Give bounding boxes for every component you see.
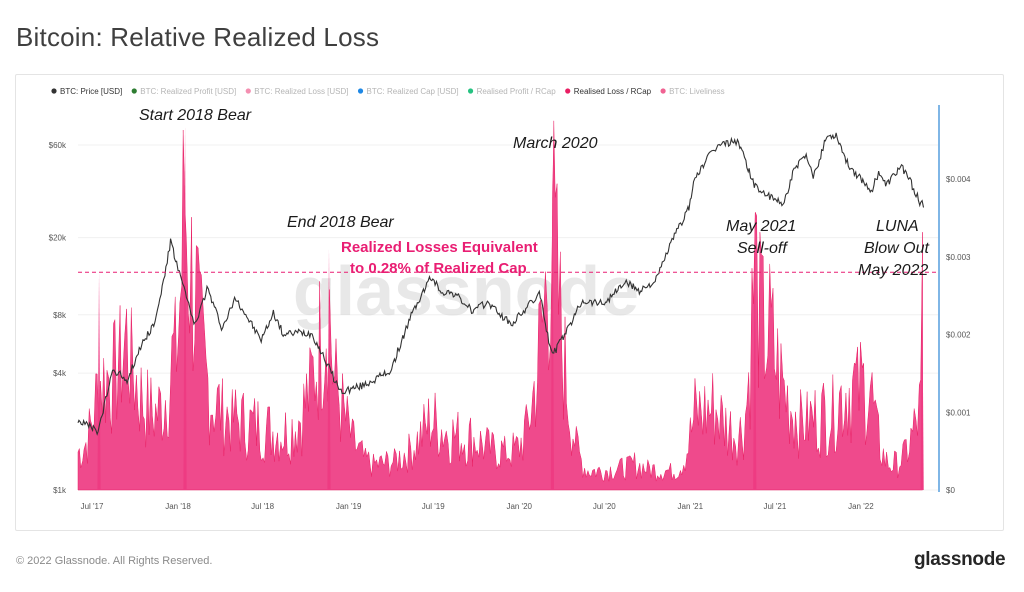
x-axis-tick-label: Jan '18 — [165, 502, 191, 511]
right-axis-tick-label: $0.002 — [946, 331, 971, 340]
left-axis-tick-label: $1k — [53, 486, 67, 495]
left-axis-tick-label: $60k — [49, 141, 67, 150]
x-axis-tick-label: Jul '18 — [251, 502, 274, 511]
loss-area-series — [77, 120, 924, 491]
price-line-series — [77, 132, 925, 436]
legend-dot — [245, 88, 251, 94]
loss-area-path — [77, 120, 923, 491]
footer-copyright: © 2022 Glassnode. All Rights Reserved. — [16, 555, 213, 567]
legend-dot — [660, 88, 666, 94]
legend-dot — [565, 88, 571, 94]
annotation-label: to 0.28% of Realized Cap — [350, 260, 527, 277]
annotation-label: Sell-off — [737, 240, 788, 257]
watermark: glassnode — [293, 252, 639, 330]
legend-item-label: BTC: Liveliness — [669, 87, 725, 96]
right-axis-tick-label: $0.001 — [946, 408, 971, 417]
x-axis-tick-label: Jul '19 — [422, 502, 445, 511]
x-axis-tick-label: Jul '21 — [763, 502, 786, 511]
legend-dot — [357, 88, 364, 94]
legend-item-label: BTC: Realized Profit [USD] — [140, 87, 236, 96]
annotation-label: Blow Out — [864, 240, 929, 257]
x-axis-tick-label: Jan '20 — [506, 502, 532, 511]
legend-dot — [467, 88, 474, 94]
right-axis-tick-label: $0.004 — [946, 175, 971, 184]
left-axis-ticks: $1k $4k $8k $20k $60k — [49, 141, 67, 495]
chart-card: BTC: Price [USD] BTC: Realized Profit [US… — [15, 74, 1004, 531]
annotation-label: May 2021 — [726, 218, 796, 235]
loss-spike — [183, 124, 187, 490]
legend-item-label: BTC: Realized Loss [USD] — [254, 87, 348, 96]
annotation-label: Realized Losses Equivalent — [341, 239, 538, 256]
chart-annotations: Start 2018 Bear End 2018 Bear March 2020 Ma… — [139, 107, 929, 279]
x-axis-tick-label: Jan '19 — [336, 502, 362, 511]
x-axis-ticks: Jul '17 Jan '18 Jul '18 Jan '19 Jul '19 Jan '… — [81, 502, 875, 511]
annotation-label: Start 2018 Bear — [139, 107, 252, 124]
right-axis-tick-label: $0 — [946, 486, 955, 495]
legend-dot — [51, 88, 57, 94]
right-axis-ticks: $0 $0.001 $0.002 $0.003 $0.004 — [946, 175, 971, 495]
chart-svg: BTC: Price [USD] BTC: Realized Profit [US… — [49, 87, 971, 511]
right-axis-tick-label: $0.003 — [946, 253, 971, 262]
legend-dot — [131, 88, 137, 94]
annotation-label: May 2022 — [858, 262, 928, 279]
annotation-label: LUNA — [876, 218, 919, 235]
x-axis-tick-label: Jan '21 — [678, 502, 704, 511]
legend-item-label: Realised Profit / RCap — [477, 87, 557, 96]
left-axis-tick-label: $4k — [53, 369, 67, 378]
annotation-label: March 2020 — [513, 135, 598, 152]
legend-item-label: BTC: Price [USD] — [60, 87, 122, 96]
x-axis-tick-label: Jul '20 — [593, 502, 616, 511]
footer-logo[interactable]: glassnode — [914, 549, 1006, 570]
left-axis-tick-label: $20k — [49, 234, 67, 243]
legend-item-label: BTC: Realized Cap [USD] — [367, 87, 459, 96]
x-axis-tick-label: Jul '17 — [81, 502, 104, 511]
legend-item-label: Realised Loss / RCap — [574, 87, 652, 96]
left-axis-tick-label: $8k — [53, 311, 67, 320]
loss-spike — [920, 264, 924, 490]
annotation-label: End 2018 Bear — [287, 214, 394, 231]
loss-spike — [327, 248, 331, 490]
chart-legend: BTC: Price [USD] BTC: Realized Profit [US… — [51, 87, 725, 96]
loss-spike — [97, 272, 101, 490]
price-line-path — [77, 132, 925, 436]
page-title: Bitcoin: Relative Realized Loss — [16, 22, 380, 52]
x-axis-tick-label: Jan '22 — [848, 502, 874, 511]
loss-spike — [550, 163, 555, 490]
loss-spike — [753, 210, 757, 490]
